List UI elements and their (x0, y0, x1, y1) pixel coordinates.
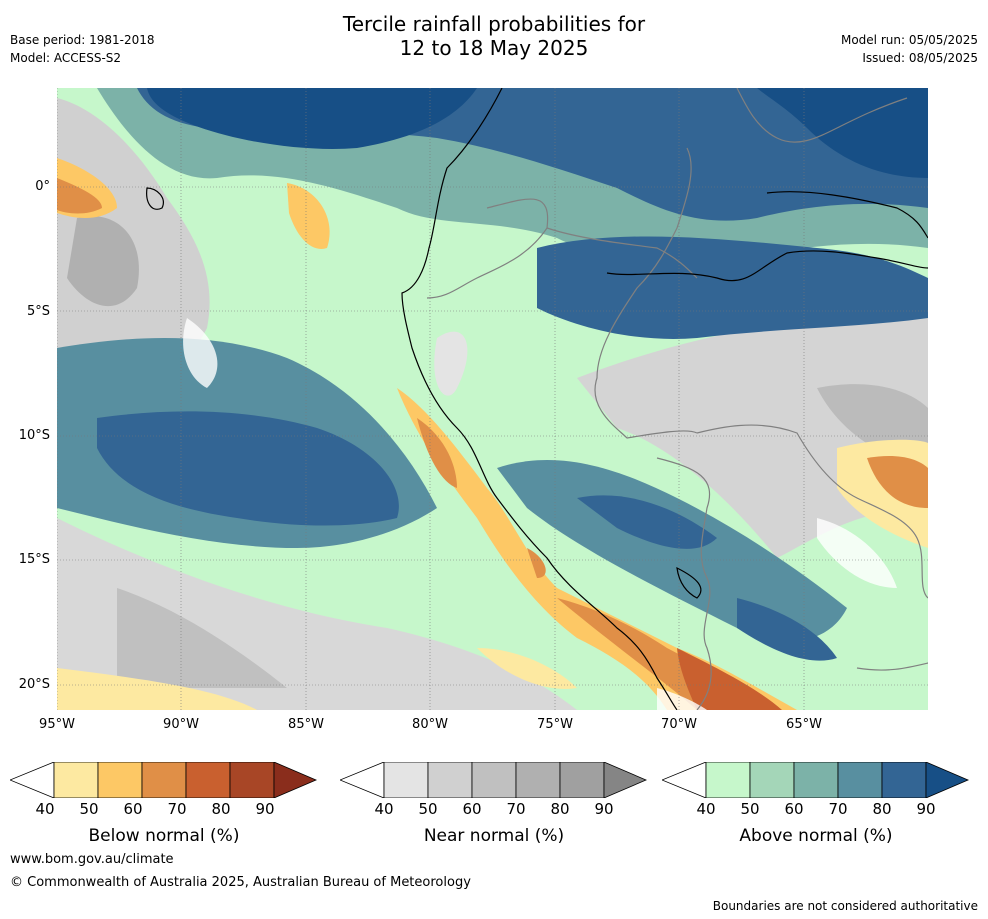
copyright-text: © Commonwealth of Australia 2025, Austra… (10, 875, 471, 890)
lon-label-75w: 75°W (537, 717, 573, 732)
colorbar-near-normal (340, 762, 648, 798)
probability-map (57, 88, 928, 710)
near-tick: 90 (594, 800, 614, 818)
meta-left: Base period: 1981-2018 Model: ACCESS-S2 (10, 31, 155, 67)
meta-right: Model run: 05/05/2025 Issued: 08/05/2025 (841, 31, 978, 67)
low-probability-regions (183, 318, 897, 710)
lon-label-65w: 65°W (786, 717, 822, 732)
near-tick: 40 (374, 800, 394, 818)
country-borders (426, 88, 928, 710)
colorbar-below-title: Below normal (%) (88, 826, 240, 846)
colorbar-above-swatches (662, 762, 970, 798)
map-title: Tercile rainfall probabilities for 12 to… (0, 12, 988, 60)
lon-label-70w: 70°W (661, 717, 697, 732)
lat-label-0: 0° (35, 179, 50, 194)
base-period-label: Base period: 1981-2018 (10, 33, 155, 47)
lon-label-95w: 95°W (39, 717, 75, 732)
colorbar-near-title: Near normal (%) (423, 826, 565, 846)
above-tick: 40 (696, 800, 716, 818)
lon-label-80w: 80°W (412, 717, 448, 732)
boundaries-disclaimer: Boundaries are not considered authoritat… (712, 899, 978, 913)
below-tick: 70 (167, 800, 187, 818)
colorbar-below-normal (10, 762, 318, 798)
title-line-2: 12 to 18 May 2025 (399, 36, 589, 60)
below-tick: 50 (79, 800, 99, 818)
colorbar-near-swatches (340, 762, 648, 798)
above-tick: 80 (872, 800, 892, 818)
graticule (57, 88, 928, 710)
lat-label-5s: 5°S (26, 304, 50, 319)
above-tick: 70 (828, 800, 848, 818)
coastline (146, 88, 928, 710)
website-link[interactable]: www.bom.gov.au/climate (10, 852, 174, 867)
below-tick: 80 (211, 800, 231, 818)
below-tick: 60 (123, 800, 143, 818)
near-tick: 60 (462, 800, 482, 818)
title-line-1: Tercile rainfall probabilities for (342, 12, 646, 36)
lon-label-85w: 85°W (288, 717, 324, 732)
colorbar-above-normal (662, 762, 970, 798)
lon-label-90w: 90°W (163, 717, 199, 732)
model-run-label: Model run: 05/05/2025 (840, 33, 978, 47)
lat-label-10s: 10°S (18, 428, 50, 443)
colorbar-above-title: Above normal (%) (739, 826, 893, 846)
issued-label: Issued: 08/05/2025 (862, 51, 978, 65)
near-tick: 70 (506, 800, 526, 818)
below-tick: 90 (255, 800, 275, 818)
lat-label-15s: 15°S (18, 552, 50, 567)
above-tick: 50 (740, 800, 760, 818)
above-tick: 60 (784, 800, 804, 818)
lat-label-20s: 20°S (18, 677, 50, 692)
below-normal-regions (57, 158, 928, 710)
colorbar-below-swatches (10, 762, 318, 798)
below-tick: 40 (35, 800, 55, 818)
above-normal-regions (57, 88, 928, 661)
model-label: Model: ACCESS-S2 (10, 51, 122, 65)
near-tick: 50 (418, 800, 438, 818)
near-tick: 80 (550, 800, 570, 818)
above-tick: 90 (916, 800, 936, 818)
